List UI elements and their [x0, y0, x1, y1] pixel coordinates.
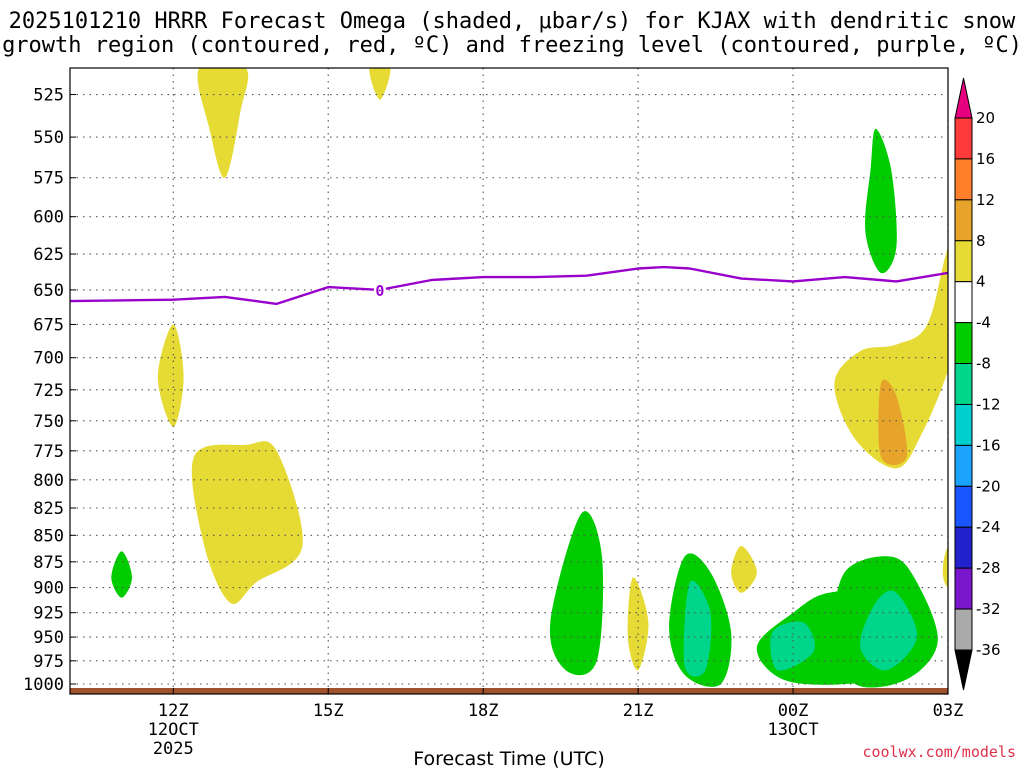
terrain-strip	[70, 688, 948, 694]
shaded-region-rising-right-1	[834, 246, 948, 469]
x-tick-label: 18Z	[468, 701, 499, 721]
colorbar-swatch	[954, 281, 973, 324]
shaded-region-rising-top-2	[369, 68, 391, 100]
freezing-level-contour: 0	[70, 265, 948, 306]
colorbar-swatch	[954, 608, 973, 651]
x-tick-label: 12Z	[158, 701, 189, 721]
omega-shaded-regions	[111, 68, 948, 688]
colorbar-label: -12	[976, 395, 1001, 413]
colorbar-label: -32	[976, 600, 1001, 618]
colorbar-swatch	[954, 444, 973, 487]
x-tick-label: 00Z	[778, 701, 809, 721]
shaded-region-rising-low-2	[627, 577, 649, 671]
y-tick-label: 600	[33, 208, 64, 228]
x-tick-label: 15Z	[313, 701, 344, 721]
freezing-label-bg	[373, 281, 386, 298]
x-tick-label: 21Z	[623, 701, 654, 721]
x-tick-label: 03Z	[933, 701, 964, 721]
shaded-region-rising-top-1	[197, 68, 249, 178]
freezing-level-label: 0	[375, 282, 384, 300]
colorbar-swatch	[954, 240, 973, 283]
colorbar-label: -24	[976, 518, 1001, 536]
shaded-region-sinking-low-1	[111, 551, 132, 598]
colorbar-swatch	[954, 403, 973, 446]
colorbar-bottom-arrow	[954, 649, 973, 691]
shaded-region-rising-mid-1	[157, 324, 184, 427]
shaded-region-rising-right-core	[878, 379, 908, 466]
colorbar: 20 16 12 8 4 -4 -8 -12 -16 -20 -24 -28 -32 -36	[954, 77, 1001, 691]
y-tick-label: 950	[33, 628, 64, 648]
colorbar-label: -20	[976, 477, 1001, 495]
y-tick-label: 700	[33, 349, 64, 369]
colorbar-top-arrow	[954, 77, 973, 119]
y-tick-label: 800	[33, 471, 64, 491]
shaded-region-sinking-low-2	[549, 511, 604, 676]
shaded-region-sinking-core-3	[683, 580, 712, 677]
colorbar-swatch	[954, 158, 973, 201]
colorbar-swatch	[954, 322, 973, 365]
y-tick-label: 725	[33, 381, 64, 401]
x-axis-label: Forecast Time (UTC)	[413, 748, 604, 768]
colorbar-swatch	[954, 526, 973, 569]
y-tick-label: 750	[33, 412, 64, 432]
shaded-region-sinking-core-4	[770, 621, 815, 671]
y-tick-label: 650	[33, 281, 64, 301]
y-tick-label: 1000	[23, 675, 64, 695]
shaded-region-rising-low-3	[731, 546, 757, 593]
y-tick-label: 925	[33, 604, 64, 624]
x-tick-date: 13OCT	[767, 720, 818, 740]
colorbar-swatch	[954, 117, 973, 160]
colorbar-label: -4	[976, 314, 991, 332]
shaded-region-sinking-top-5	[865, 128, 897, 274]
x-tick-year: 2025	[153, 739, 194, 759]
shaded-region-rising-right-low	[942, 546, 948, 588]
x-tick-date: 12OCT	[148, 720, 199, 740]
colorbar-label: -8	[976, 355, 991, 373]
colorbar-label: -28	[976, 559, 1001, 577]
y-tick-label: 575	[33, 169, 64, 189]
colorbar-swatch	[954, 363, 973, 405]
y-tick-label: 875	[33, 553, 64, 573]
shaded-region-rising-low-1	[191, 441, 303, 605]
colorbar-label: -16	[976, 436, 1001, 454]
colorbar-label: 20	[976, 109, 995, 127]
colorbar-label: 16	[976, 150, 995, 168]
colorbar-swatch	[954, 199, 973, 242]
colorbar-label: 12	[976, 191, 995, 209]
y-tick-label: 675	[33, 315, 64, 335]
colorbar-swatch	[954, 567, 973, 610]
y-tick-label: 850	[33, 526, 64, 546]
chart-title-line2: growth region (contoured, red, ºC) and f…	[2, 33, 1022, 58]
y-tick-label: 975	[33, 652, 64, 672]
plot-area: 0	[69, 67, 949, 695]
credit-text: coolwx.com/models	[862, 743, 1016, 761]
plot-frame	[69, 67, 949, 695]
y-tick-label: 525	[33, 86, 64, 106]
colorbar-label: 4	[976, 273, 986, 291]
y-tick-label: 550	[33, 128, 64, 148]
freezing-level-line	[70, 265, 948, 306]
y-tick-label: 825	[33, 499, 64, 519]
y-tick-label: 775	[33, 442, 64, 462]
y-tick-label: 900	[33, 579, 64, 599]
shaded-region-sinking-core-5	[860, 590, 918, 671]
colorbar-label: -36	[976, 641, 1001, 659]
y-tick-label: 625	[33, 245, 64, 265]
chart-title-line1: 2025101210 HRRR Forecast Omega (shaded, …	[9, 9, 1016, 34]
y-axis: 525 550 575 600 625 650 675 700 725 750 775 800 825 8…	[23, 86, 76, 695]
colorbar-swatch	[954, 485, 973, 528]
colorbar-label: 8	[976, 232, 986, 250]
